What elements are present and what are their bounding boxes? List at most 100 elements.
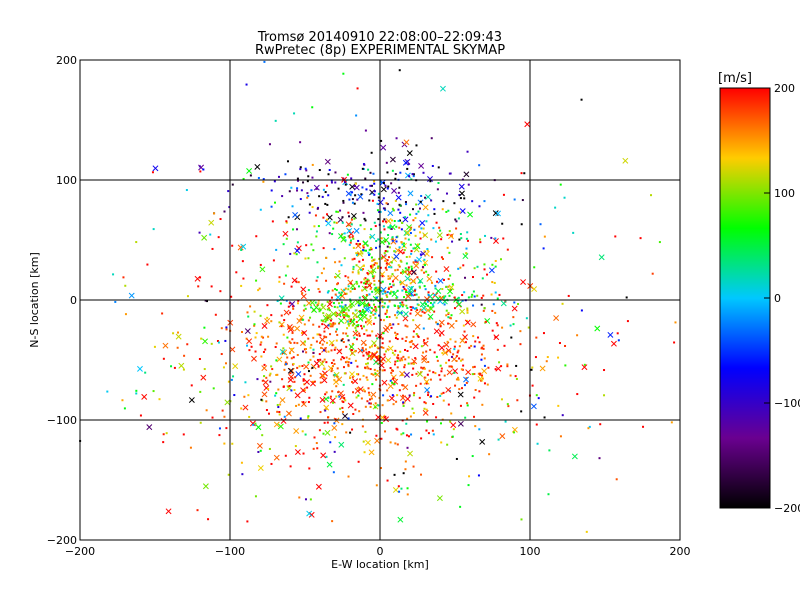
data-point-dot [246,520,249,523]
data-point-cross [178,362,185,369]
data-point-dot [354,182,357,185]
data-point-dot [231,442,234,445]
data-point-dot [617,339,620,342]
data-point-dot [302,401,305,404]
data-point-dot [207,518,210,521]
data-point-dot [494,336,497,339]
data-point-dot [263,375,266,378]
data-point-dot [391,369,394,372]
data-point-dot [478,390,481,393]
data-point-dot [396,311,399,314]
data-point-dot [401,301,404,304]
data-point-dot [472,366,475,369]
data-point-dot [374,305,377,308]
data-point-dot [307,257,310,260]
data-point-dot [395,236,398,239]
data-point-dot [214,313,217,316]
data-point-dot [402,402,405,405]
data-point-dot [426,337,429,340]
data-point-dot [217,341,220,344]
data-point-dot [274,394,277,397]
data-point-dot [457,217,460,220]
data-point-cross [379,179,386,186]
data-point-cross [246,168,253,174]
data-point-dot [358,302,361,305]
data-point-cross [329,397,336,404]
data-point-cross [165,508,172,515]
data-point-dot [300,331,303,334]
data-point-dot [420,437,423,440]
data-point-dot [378,279,381,282]
data-point-dot [183,354,186,357]
data-point-dot [408,255,411,258]
data-point-dot [365,376,368,379]
data-point-dot [427,394,430,397]
data-point-cross [380,254,387,260]
data-point-dot [333,373,336,376]
data-point-dot [285,299,288,302]
data-point-dot [161,312,164,315]
data-point-dot [318,325,321,328]
data-point-dot [371,265,374,268]
data-point-dot [377,238,380,241]
data-point-dot [433,293,436,296]
y-tick-label: −100 [47,414,77,427]
data-point-cross [385,357,392,364]
data-point-dot [427,391,430,394]
data-point-dot [260,355,263,358]
data-point-dot [315,279,318,282]
data-point-dot [206,300,209,303]
data-point-dot [304,347,307,350]
data-point-dot [358,334,361,337]
data-point-dot [289,465,292,468]
data-point-dot [259,449,262,452]
data-point-dot [353,217,356,220]
data-point-dot [406,446,409,449]
data-point-dot [388,340,391,343]
data-point-dot [288,302,291,305]
data-point-dot [402,285,405,288]
data-point-dot [462,364,465,367]
data-point-dot [391,381,394,384]
data-point-dot [449,317,452,320]
data-point-dot [299,417,302,420]
data-point-dot [307,361,310,364]
data-point-dot [377,299,380,302]
data-point-dot [416,260,419,263]
data-point-dot [311,176,314,179]
data-point-dot [303,304,306,307]
data-point-dot [173,366,176,369]
data-point-dot [466,404,469,407]
data-point-dot [432,371,435,374]
data-point-dot [335,210,338,213]
data-point-dot [384,266,387,269]
data-point-dot [402,355,405,358]
data-point-dot [407,266,410,269]
data-point-dot [447,322,450,325]
data-point-dot [515,377,518,380]
data-point-dot [276,300,279,303]
data-point-dot [279,403,282,406]
data-point-dot [310,189,313,192]
data-point-dot [395,316,398,319]
data-point-cross [391,291,398,298]
data-point-dot [342,341,345,344]
data-point-dot [482,347,485,350]
data-point-dot [499,258,502,261]
data-point-dot [394,199,397,202]
data-point-dot [162,441,165,444]
data-point-dot [203,368,206,371]
data-point-dot [413,391,416,394]
data-point-dot [333,450,336,453]
data-point-dot [355,338,358,341]
data-point-dot [296,228,299,231]
data-point-dot [387,286,390,289]
data-point-dot [403,296,406,299]
data-point-dot [373,193,376,196]
data-point-dot [397,354,400,357]
data-point-dot [257,450,260,453]
data-point-cross [524,121,531,128]
y-tick-label: 0 [70,294,77,307]
data-point-dot [333,221,336,224]
data-point-dot [211,416,214,419]
